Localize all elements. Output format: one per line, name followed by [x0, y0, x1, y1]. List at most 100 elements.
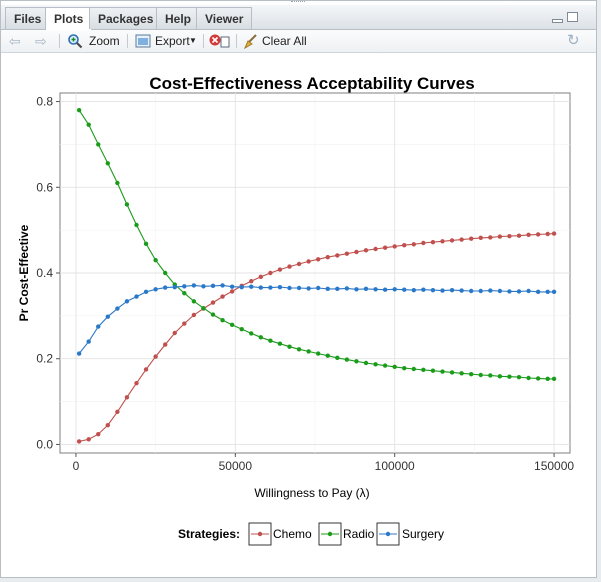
point-chemo: [373, 246, 378, 252]
point-radio: [411, 366, 417, 372]
zoom-button[interactable]: Zoom: [67, 32, 123, 50]
x-tick-label: 50000: [219, 459, 253, 473]
point-chemo: [143, 367, 149, 372]
tab-viewer[interactable]: Viewer: [196, 7, 253, 29]
point-radio: [268, 338, 273, 343]
point-surgery: [526, 288, 531, 294]
point-chemo: [105, 422, 111, 428]
legend-point-chemo: [257, 531, 263, 537]
y-tick-label: 0.2: [36, 352, 53, 366]
x-tick-label: 100000: [375, 459, 415, 473]
x-axis-label: Willingness to Pay (λ): [254, 486, 369, 500]
back-arrow-icon[interactable]: ⇦: [9, 33, 21, 49]
point-radio: [535, 376, 541, 381]
point-surgery: [143, 289, 149, 295]
forward-arrow-icon[interactable]: ⇨: [35, 33, 47, 49]
point-surgery: [449, 287, 455, 293]
point-chemo: [545, 231, 550, 237]
legend-label-chemo: Chemo: [273, 527, 312, 541]
point-chemo: [440, 239, 445, 244]
point-chemo: [315, 257, 321, 262]
legend-point-surgery: [385, 531, 391, 537]
point-radio: [210, 312, 216, 317]
point-chemo: [335, 253, 340, 258]
point-chemo: [249, 278, 254, 284]
legend: Strategies: Chemo Radio Surgery: [178, 522, 444, 546]
y-tick-label: 0.6: [36, 180, 53, 194]
y-axis-label: Pr Cost-Effective: [17, 224, 31, 321]
point-surgery: [488, 288, 493, 293]
point-surgery: [306, 286, 311, 291]
point-chemo: [382, 245, 388, 250]
point-radio: [115, 180, 120, 186]
point-chemo: [115, 409, 120, 415]
point-surgery: [507, 289, 512, 294]
minimize-icon[interactable]: [552, 19, 563, 23]
point-chemo: [277, 267, 283, 272]
point-chemo: [124, 395, 130, 400]
point-chemo: [430, 239, 436, 245]
point-chemo: [421, 240, 426, 246]
zoom-magnifier-icon: [68, 34, 83, 49]
point-radio: [220, 317, 225, 323]
toolbar-divider: [236, 34, 237, 48]
plot-viewport: 0 50000 100000 150000 0.0 0.2 0.4 0.6 0.8 Cost-…: [1, 53, 596, 577]
export-label: Export: [155, 34, 190, 48]
point-chemo: [210, 300, 216, 305]
y-axis-ticks: 0.0 0.2 0.4 0.6 0.8: [36, 95, 60, 451]
point-surgery: [249, 284, 254, 289]
point-radio: [258, 335, 264, 340]
tab-plots[interactable]: Plots: [45, 7, 93, 30]
point-surgery: [497, 288, 503, 294]
clear-all-button[interactable]: Clear All: [243, 32, 313, 50]
remove-plot-button[interactable]: [209, 32, 231, 50]
point-surgery: [172, 284, 177, 290]
maximize-icon[interactable]: [567, 12, 578, 22]
point-radio: [105, 161, 111, 166]
point-chemo: [507, 233, 512, 239]
point-radio: [162, 270, 168, 276]
tab-files[interactable]: Files: [5, 7, 51, 29]
tab-help[interactable]: Help: [156, 7, 201, 29]
remove-plot-icon: [209, 34, 230, 48]
point-chemo: [363, 248, 369, 253]
point-radio: [239, 326, 244, 332]
point-radio: [545, 376, 550, 382]
point-surgery: [411, 287, 417, 293]
y-tick-label: 0.4: [36, 266, 53, 280]
clear-all-label: Clear All: [262, 34, 307, 48]
pane-resize-grip[interactable]: [291, 1, 305, 6]
toolbar-divider: [203, 34, 204, 48]
point-surgery: [430, 287, 436, 293]
point-chemo: [268, 270, 273, 276]
point-chemo: [306, 259, 311, 264]
point-chemo: [76, 439, 82, 444]
tab-packages[interactable]: Packages: [89, 7, 163, 29]
point-chemo: [478, 235, 483, 241]
plots-toolbar: ⇦ ⇨ Zoom Export ▼: [1, 30, 596, 53]
point-radio: [526, 375, 531, 381]
point-surgery: [268, 285, 273, 290]
zoom-label: Zoom: [89, 34, 120, 48]
export-dropdown[interactable]: Export ▼: [135, 32, 201, 50]
refresh-icon[interactable]: ↻: [567, 32, 580, 49]
point-radio: [497, 374, 503, 379]
point-surgery: [545, 289, 550, 295]
point-radio: [325, 353, 330, 358]
y-tick-label: 0.0: [36, 437, 53, 451]
point-radio: [363, 360, 369, 366]
point-surgery: [287, 285, 292, 291]
point-radio: [392, 364, 397, 370]
point-surgery: [354, 287, 359, 292]
point-surgery: [258, 285, 264, 290]
point-radio: [354, 359, 359, 364]
point-chemo: [134, 380, 139, 386]
point-chemo: [287, 264, 292, 269]
toolbar-divider: [59, 34, 60, 48]
point-surgery: [229, 284, 235, 289]
point-radio: [421, 367, 426, 373]
point-chemo: [402, 242, 407, 248]
point-radio: [86, 122, 91, 127]
point-radio: [76, 107, 82, 113]
